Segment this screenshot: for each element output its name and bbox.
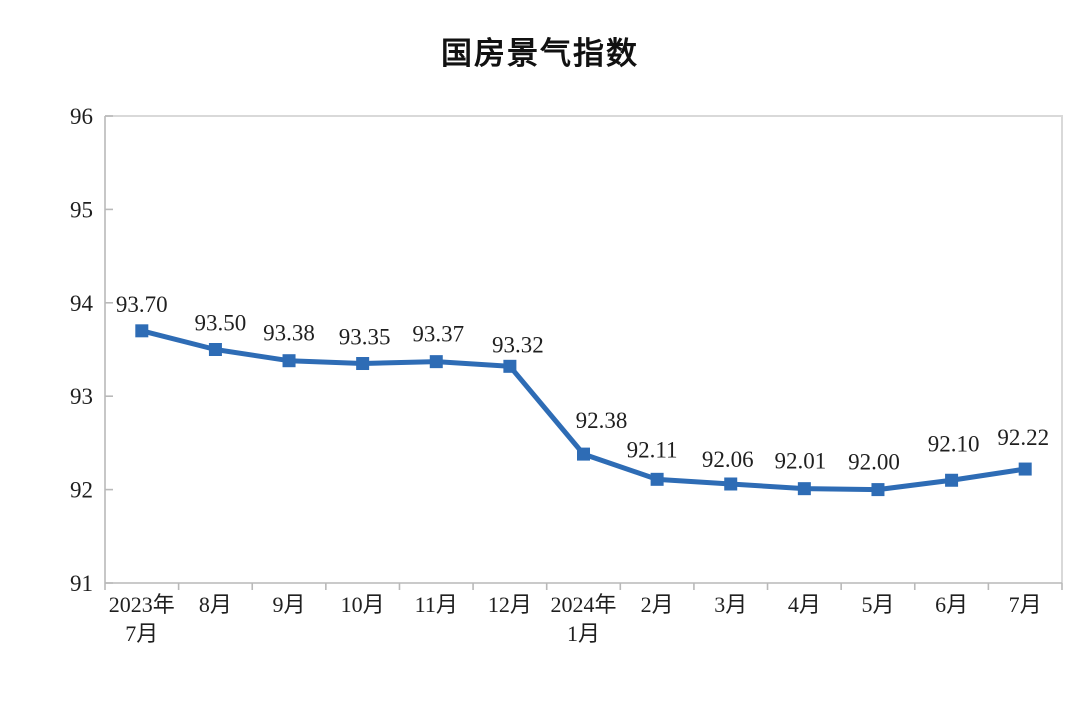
data-point-label: 92.06	[702, 447, 754, 472]
data-point-label: 92.01	[774, 449, 826, 474]
chart-title: 国房景气指数	[441, 36, 639, 72]
y-axis-tick-label: 94	[70, 291, 94, 316]
x-axis-label: 3月	[714, 592, 747, 617]
y-axis-tick-label: 96	[70, 104, 93, 129]
x-axis-label: 4月	[788, 592, 821, 617]
data-point-label: 93.37	[412, 322, 464, 347]
data-point-marker	[577, 447, 590, 461]
y-axis-tick-label: 91	[70, 571, 93, 596]
y-axis-tick-label: 92	[70, 478, 93, 503]
data-point-marker	[1018, 462, 1032, 476]
data-point-label: 93.38	[263, 321, 315, 346]
data-point-marker	[797, 482, 811, 496]
x-axis-label: 8月	[199, 592, 232, 617]
x-axis-label: 5月	[861, 592, 894, 617]
data-point-label: 92.38	[576, 408, 628, 433]
x-axis-label: 2023年 7月	[109, 592, 175, 646]
x-axis-label: 10月	[341, 592, 385, 617]
x-axis-label: 6月	[935, 592, 968, 617]
data-point-label: 93.35	[339, 325, 391, 350]
data-point-marker	[650, 472, 664, 486]
y-axis-tick-label: 95	[70, 197, 93, 222]
data-point-marker	[871, 483, 885, 497]
x-axis-label: 2月	[641, 592, 674, 617]
x-axis-label: 9月	[273, 592, 306, 617]
data-point-marker	[356, 357, 370, 371]
data-point-label: 93.50	[195, 311, 247, 336]
data-point-label: 93.70	[116, 292, 168, 317]
x-axis-label: 12月	[488, 592, 532, 617]
data-point-marker	[208, 343, 222, 356]
data-point-marker	[724, 477, 738, 491]
data-point-marker	[282, 354, 296, 368]
x-axis-label: 2024年 1月	[550, 592, 616, 646]
y-axis-tick-label: 93	[70, 384, 93, 409]
x-axis-label: 7月	[1009, 592, 1042, 617]
data-point-marker	[135, 324, 149, 338]
data-point-label: 92.22	[997, 425, 1049, 450]
data-point-label: 92.11	[627, 437, 678, 462]
data-point-marker	[429, 355, 443, 369]
data-point-marker	[503, 359, 517, 373]
x-axis-label: 11月	[415, 592, 458, 617]
data-point-marker	[945, 473, 959, 487]
data-point-label: 92.10	[928, 431, 980, 456]
data-point-label: 93.32	[492, 332, 544, 357]
data-point-label: 92.00	[848, 450, 900, 475]
plot-border	[105, 115, 1063, 583]
